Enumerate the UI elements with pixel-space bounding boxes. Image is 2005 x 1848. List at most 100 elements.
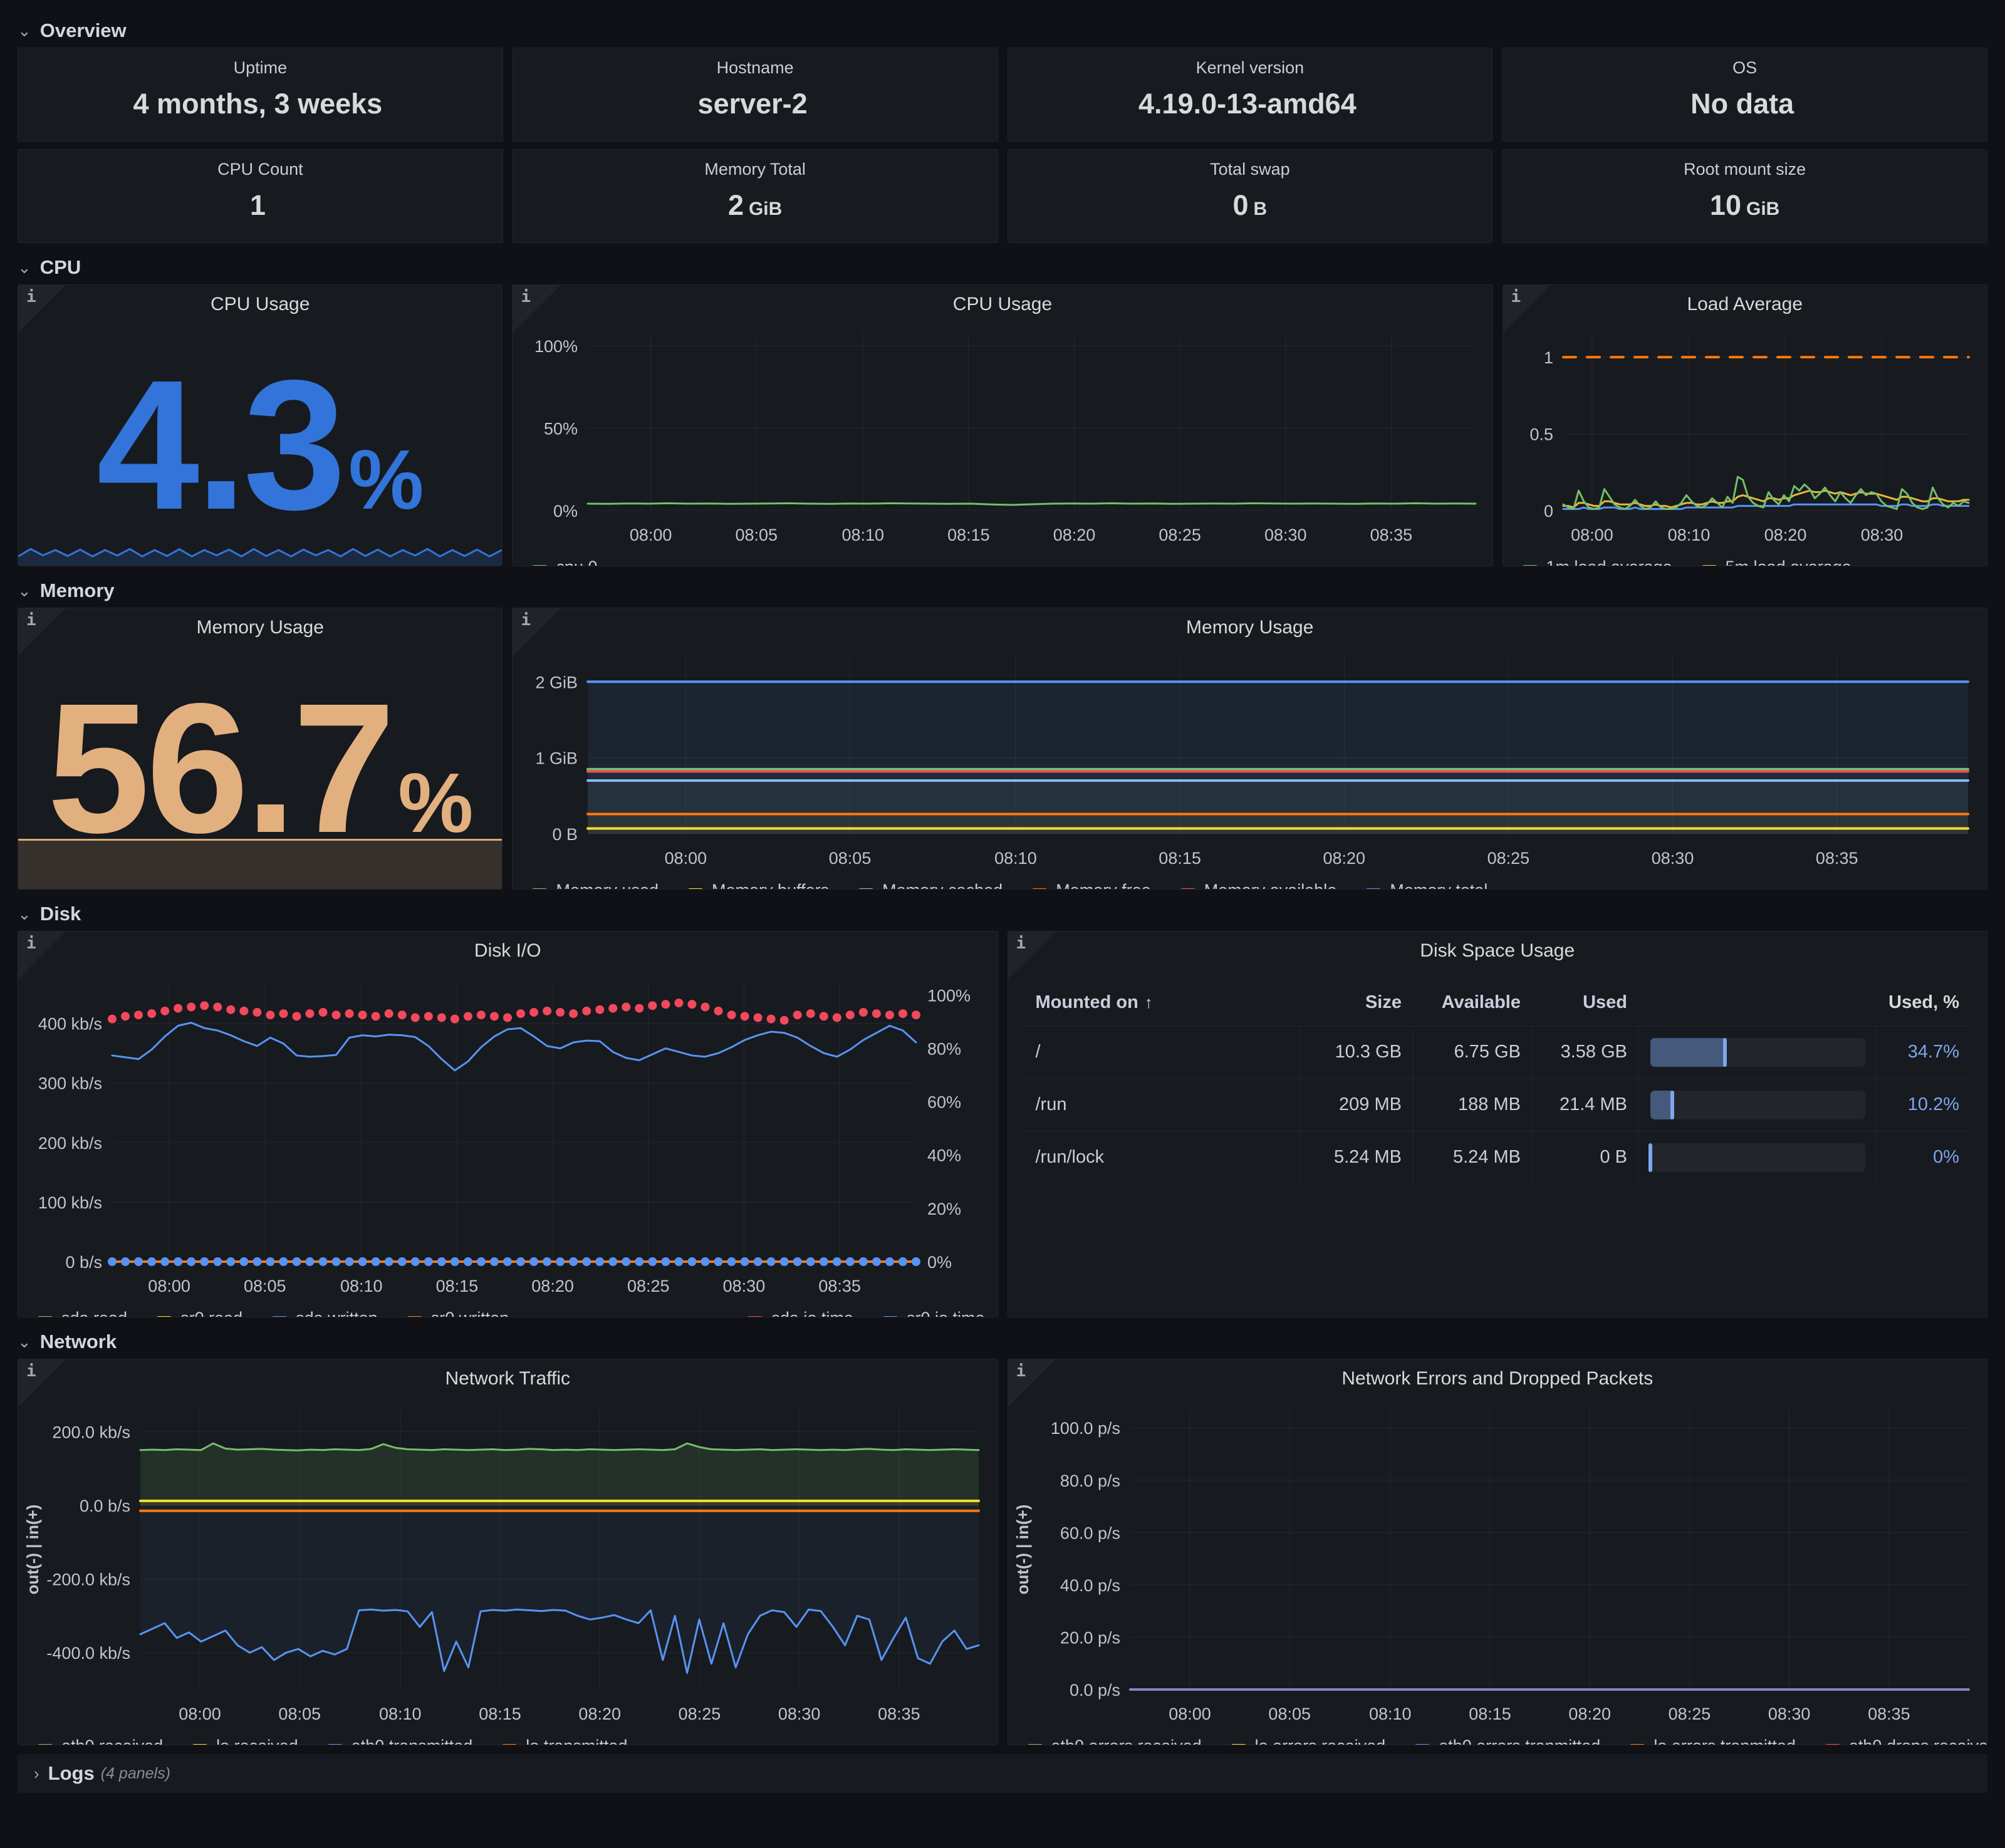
legend-swatch [1031, 888, 1048, 889]
panel-title[interactable]: Disk I/O [474, 940, 541, 961]
svg-text:1: 1 [1543, 348, 1553, 367]
memory-usage-value: 56.7% [18, 647, 503, 889]
svg-text:0: 0 [1543, 502, 1553, 521]
stat-title[interactable]: Total swap [1210, 160, 1290, 179]
legend-swatch [37, 1743, 53, 1745]
legend-item[interactable]: sda read [37, 1309, 127, 1317]
section-header-disk[interactable]: ⌄ Disk [18, 897, 1987, 931]
stat-title[interactable]: CPU Count [217, 160, 303, 179]
panel-title[interactable]: Disk Space Usage [1420, 940, 1575, 961]
svg-text:08:00: 08:00 [1571, 526, 1613, 544]
legend-item[interactable]: Memory available [1179, 881, 1336, 889]
table-row[interactable]: /run/lock 5.24 MB 5.24 MB 0 B 0% [1024, 1131, 1971, 1183]
panel-title[interactable]: Memory Usage [1186, 617, 1314, 638]
legend-item[interactable]: sr0 read [156, 1309, 242, 1317]
stat-title[interactable]: Memory Total [704, 160, 806, 179]
cell-used-pct: 10.2% [1877, 1079, 1971, 1131]
svg-text:08:05: 08:05 [736, 526, 778, 544]
svg-text:0%: 0% [927, 1253, 952, 1272]
panel-title[interactable]: CPU Usage [952, 294, 1053, 314]
column-header-size[interactable]: Size [1365, 992, 1402, 1012]
legend-swatch [1521, 564, 1538, 566]
legend-item[interactable]: lo received [192, 1736, 298, 1745]
stat-title[interactable]: Kernel version [1195, 58, 1305, 77]
stat-title[interactable]: Root mount size [1684, 160, 1806, 179]
legend-item[interactable]: sda written [271, 1309, 378, 1317]
svg-text:08:35: 08:35 [1868, 1705, 1910, 1723]
memory-usage-chart[interactable]: 0 B 1 GiB 2 GiB 08:00 08:05 08:10 08:15 08:20 08… [513, 647, 1987, 878]
legend-item[interactable]: Memory buffers [687, 881, 829, 889]
column-header-mounted-on[interactable]: Mounted on ↑ [1035, 992, 1153, 1012]
network-errors-chart[interactable]: 0.0 p/s 20.0 p/s 40.0 p/s 60.0 p/s 80.0 p/s 1… [1008, 1398, 1987, 1734]
svg-text:08:35: 08:35 [1370, 526, 1413, 544]
panel-title[interactable]: Memory Usage [196, 617, 324, 638]
panel-title[interactable]: Load Average [1687, 294, 1803, 314]
section-title: Logs [48, 1762, 95, 1784]
panel-network-traffic-graph: i Network Traffic 200.0 kb/s 0.0 b/s -200.… [18, 1359, 998, 1745]
panel-title[interactable]: Network Errors and Dropped Packets [1341, 1368, 1653, 1389]
panel-title[interactable]: CPU Usage [211, 294, 310, 314]
legend-item[interactable]: sda io time [747, 1309, 853, 1317]
section-header-network[interactable]: ⌄ Network [18, 1325, 1987, 1359]
svg-text:0 B: 0 B [553, 825, 578, 844]
section-header-logs[interactable]: › Logs (4 panels) [18, 1754, 1987, 1793]
legend-item[interactable]: cpu 0 [531, 558, 598, 566]
svg-text:08:15: 08:15 [1159, 849, 1202, 868]
legend-item[interactable]: eth0 drops received [1824, 1736, 1987, 1745]
svg-text:08:05: 08:05 [829, 849, 872, 868]
legend-item[interactable]: Memory cached [858, 881, 1002, 889]
column-header-used-pct[interactable]: Used, % [1888, 992, 1959, 1012]
cpu-usage-chart[interactable]: 0% 50% 100% 08:00 08:05 08:10 08:15 08:20 08:25 0… [513, 324, 1492, 555]
legend-item[interactable]: 5m load average [1700, 558, 1851, 566]
svg-text:08:00: 08:00 [665, 849, 707, 868]
legend-item[interactable]: eth0 errors tranmitted [1414, 1736, 1600, 1745]
panel-title[interactable]: Network Traffic [445, 1368, 571, 1389]
cell-used-pct: 34.7% [1877, 1026, 1971, 1078]
cell-gauge [1638, 1026, 1877, 1078]
legend-item[interactable]: lo errors tranmitted [1629, 1736, 1796, 1745]
legend-item[interactable]: 1m load average [1521, 558, 1672, 566]
chevron-right-icon: › [34, 1764, 39, 1783]
svg-text:08:20: 08:20 [1568, 1705, 1611, 1723]
legend-item[interactable]: eth0 transmitted [326, 1736, 472, 1745]
legend-item[interactable]: lo transmitted [501, 1736, 627, 1745]
section-header-cpu[interactable]: ⌄ CPU [18, 251, 1987, 284]
disk-io-chart[interactable]: 0 b/s 100 kb/s 200 kb/s 300 kb/s 400 kb/s 0% 2… [18, 970, 997, 1306]
legend-item[interactable]: sr0 io time [882, 1309, 985, 1317]
svg-text:08:15: 08:15 [479, 1705, 521, 1723]
load-average-chart[interactable]: 0 0.5 1 08:00 08:10 08:20 08:30 [1503, 324, 1987, 555]
stat-title[interactable]: OS [1732, 58, 1758, 77]
section-header-memory[interactable]: ⌄ Memory [18, 574, 1987, 608]
cell-mount: /run/lock [1035, 1147, 1105, 1167]
stat-value: server-2 [697, 88, 808, 120]
column-header-available[interactable]: Available [1441, 992, 1521, 1012]
svg-text:08:05: 08:05 [278, 1705, 321, 1723]
legend-swatch [1230, 1743, 1247, 1745]
legend-item[interactable]: Memory total [1365, 881, 1487, 889]
table-row[interactable]: / 10.3 GB 6.75 GB 3.58 GB 34.7% [1024, 1025, 1971, 1078]
stat-title[interactable]: Hostname [716, 58, 794, 77]
section-title: Overview [39, 19, 127, 41]
stat-title[interactable]: Uptime [233, 58, 288, 77]
legend-swatch [501, 1743, 518, 1745]
svg-text:08:30: 08:30 [1264, 526, 1307, 544]
legend-item[interactable]: eth0 received [37, 1736, 163, 1745]
legend-swatch [1629, 1743, 1646, 1745]
svg-text:08:10: 08:10 [1368, 1705, 1411, 1723]
cell-gauge [1638, 1131, 1877, 1183]
column-header-used[interactable]: Used [1583, 992, 1627, 1012]
legend-item[interactable]: eth0 errors received [1026, 1736, 1202, 1745]
legend-swatch [156, 1316, 173, 1317]
network-traffic-chart[interactable]: 200.0 kb/s 0.0 b/s -200.0 kb/s -400.0 kb/s 0… [18, 1398, 997, 1734]
legend-item[interactable]: Memory free [1031, 881, 1151, 889]
table-row[interactable]: /run 209 MB 188 MB 21.4 MB 10.2% [1024, 1078, 1971, 1131]
legend-item[interactable]: Memory used [531, 881, 659, 889]
svg-text:0%: 0% [553, 502, 578, 521]
svg-text:100%: 100% [927, 986, 971, 1005]
svg-text:40%: 40% [927, 1146, 961, 1165]
svg-text:-400.0 kb/s: -400.0 kb/s [46, 1644, 130, 1663]
legend-item[interactable]: sr0 written [406, 1309, 509, 1317]
section-header-overview[interactable]: ⌄ Overview [18, 14, 1987, 48]
legend-item[interactable]: lo errors received [1230, 1736, 1385, 1745]
legend-swatch [1179, 888, 1196, 889]
